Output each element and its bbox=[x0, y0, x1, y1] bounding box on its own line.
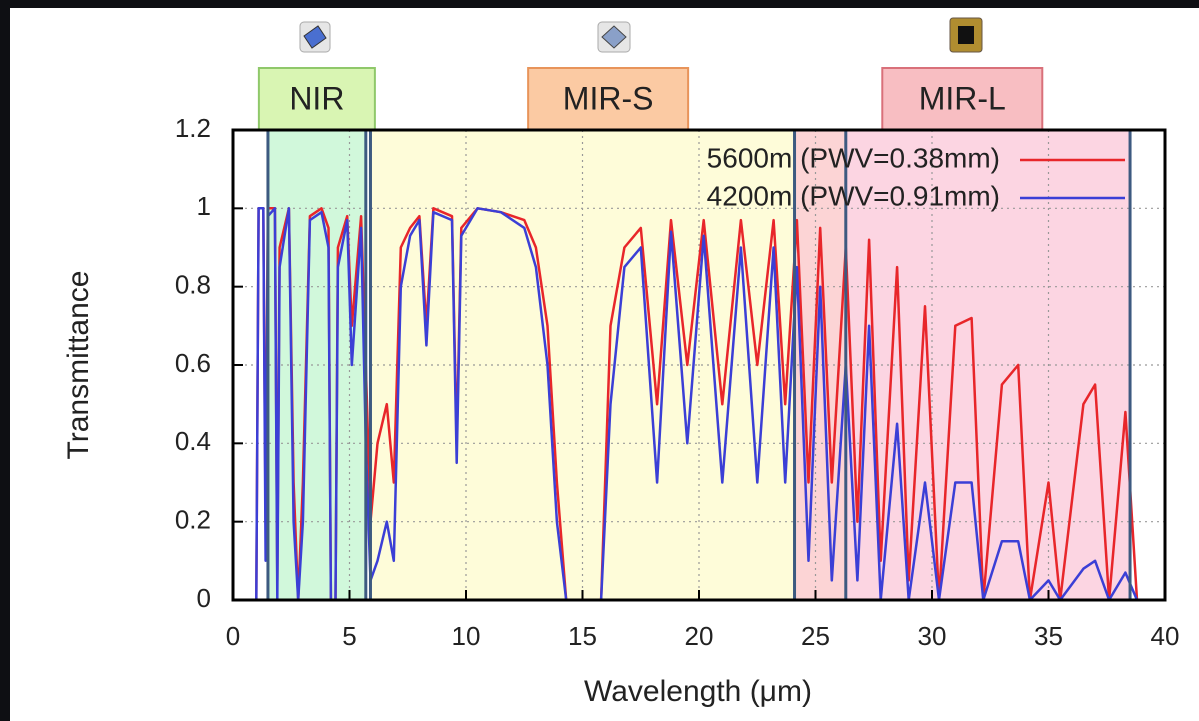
icon bbox=[958, 26, 974, 44]
region-label-box bbox=[527, 67, 690, 131]
legend-label: 5600m (PWV=0.38mm) bbox=[707, 142, 1000, 173]
y-tick-label: 0 bbox=[197, 583, 211, 613]
y-axis-label: Transmittance bbox=[62, 271, 95, 460]
x-tick-label: 5 bbox=[342, 621, 356, 651]
y-tick-label: 0.8 bbox=[175, 270, 211, 300]
icon bbox=[303, 25, 327, 49]
plot-frame bbox=[231, 128, 1167, 602]
y-tick-label: 0.6 bbox=[175, 348, 211, 378]
y-tick-label: 0.2 bbox=[175, 505, 211, 535]
x-axis-label: Wavelength (μm) bbox=[584, 675, 812, 708]
x-tick-label: 0 bbox=[226, 621, 240, 651]
x-tick-label: 10 bbox=[452, 621, 481, 651]
icons bbox=[299, 17, 983, 53]
x-tick-label: 20 bbox=[685, 621, 714, 651]
x-tick-label: 15 bbox=[568, 621, 597, 651]
x-tick-label: 40 bbox=[1151, 621, 1180, 651]
region-label: MIR-L bbox=[919, 80, 1006, 116]
y-tick-label: 1.2 bbox=[175, 113, 211, 143]
x-tick-label: 25 bbox=[801, 621, 830, 651]
y-tick-label: 0.4 bbox=[175, 426, 211, 456]
icon bbox=[601, 25, 627, 49]
region-label: NIR bbox=[289, 80, 344, 116]
y-tick-label: 1 bbox=[197, 191, 211, 221]
region-label-box bbox=[881, 67, 1044, 131]
legend-label: 4200m (PWV=0.91mm) bbox=[707, 180, 1000, 211]
region-label: MIR-S bbox=[563, 80, 654, 116]
x-tick-label: 35 bbox=[1034, 621, 1063, 651]
x-tick-label: 30 bbox=[918, 621, 947, 651]
